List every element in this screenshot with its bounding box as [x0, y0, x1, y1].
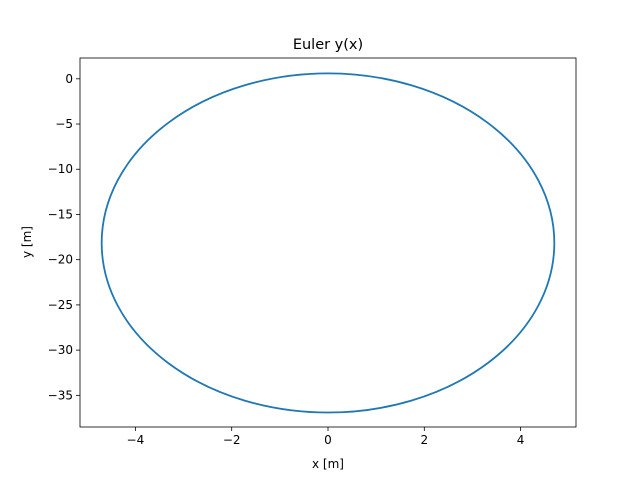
- y-tick-label: −15: [48, 207, 73, 221]
- x-tick-label: 0: [324, 433, 332, 447]
- y-axis-label: y [m]: [20, 226, 34, 258]
- y-tick-label: −30: [48, 343, 73, 357]
- series-line-0: [100, 72, 556, 414]
- x-tick-label: 4: [517, 433, 525, 447]
- y-tick-label: 0: [65, 72, 73, 86]
- y-tick-label: −5: [55, 117, 73, 131]
- x-tick-label: −4: [127, 433, 145, 447]
- y-tick-label: −35: [48, 388, 73, 402]
- x-axis-label: x [m]: [312, 457, 344, 471]
- axes-frame: [79, 57, 577, 428]
- chart-title: Euler y(x): [293, 37, 363, 53]
- y-tick-label: −25: [48, 298, 73, 312]
- y-tick-label: −20: [48, 253, 73, 267]
- ticks: −4 −2 0 2 40−5−10−15−20−25−30−35: [48, 72, 525, 447]
- x-tick-label: 2: [420, 433, 428, 447]
- plot-area: [100, 72, 556, 414]
- y-tick-label: −10: [48, 162, 73, 176]
- x-tick-label: −2: [223, 433, 241, 447]
